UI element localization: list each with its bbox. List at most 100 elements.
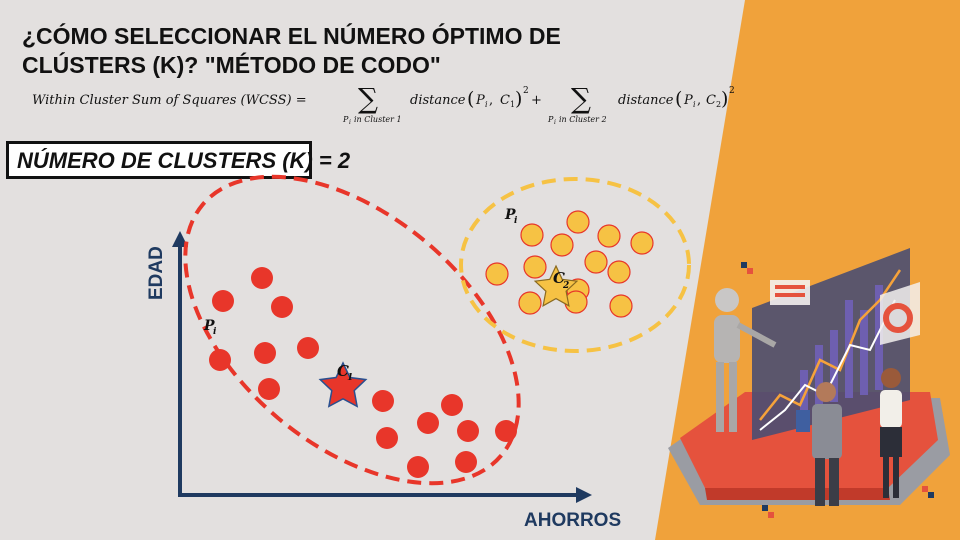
- paren-close-1: ): [515, 88, 522, 110]
- cluster-2-point: [607, 260, 631, 284]
- cluster-1-point: [455, 451, 477, 473]
- paren-close-2: ): [721, 88, 728, 110]
- cluster-2-point: [566, 210, 590, 234]
- point-label-cluster-2-sub: i: [514, 216, 518, 226]
- pixel: [741, 262, 747, 268]
- dash-card-line: [775, 293, 805, 297]
- dash-card: [770, 280, 810, 305]
- cluster-1-point: [212, 290, 234, 312]
- cluster-1-point: [271, 296, 293, 318]
- cluster-1-point: [495, 420, 517, 442]
- formula-lhs: Within Cluster Sum of Squares (WCSS) =: [32, 93, 307, 108]
- y-axis-label: EDAD: [146, 246, 167, 300]
- d2-p-sub: i: [693, 100, 696, 109]
- cluster-1-point: [209, 349, 231, 371]
- analyst-man: [796, 382, 842, 506]
- cluster-2-point: [630, 231, 654, 255]
- man-jacket: [812, 404, 842, 459]
- robot-head: [715, 288, 739, 312]
- cluster-1-point: [297, 337, 319, 359]
- cluster-count-label: NÚMERO DE CLUSTERS (K) = 2: [17, 148, 351, 173]
- platform-edge: [705, 488, 890, 500]
- cluster-1-point: [251, 267, 273, 289]
- cluster-1-point: [457, 420, 479, 442]
- x-axis-arrow-icon: [576, 487, 592, 503]
- d1-comma: ,: [489, 93, 493, 108]
- man-leg: [829, 458, 839, 506]
- pixel: [768, 512, 774, 518]
- robot-arm: [736, 322, 777, 348]
- dash-bar: [860, 310, 868, 395]
- woman-leg: [893, 456, 899, 498]
- cluster-1-point: [372, 390, 394, 412]
- man-leg: [815, 458, 825, 506]
- cluster-1-boundary: [183, 174, 521, 486]
- pixel: [747, 268, 753, 274]
- d2-c: C: [706, 93, 716, 108]
- d1-c: C: [500, 93, 510, 108]
- cluster-2-point: [485, 262, 509, 286]
- pixel: [762, 505, 768, 511]
- sum1-p-sub: i: [349, 119, 351, 126]
- cluster-2-point: [584, 250, 608, 274]
- d2-c-sub: 2: [716, 100, 721, 109]
- sum2-p: P: [547, 115, 554, 124]
- sigma-1: ∑: [358, 82, 378, 115]
- d1-c-sub: 1: [510, 100, 515, 109]
- title-line-1: ¿CÓMO SELECCIONAR EL NÚMERO ÓPTIMO DE: [22, 23, 561, 49]
- title-line-2: CLÚSTERS (K)? "MÉTODO DE CODO": [22, 52, 441, 78]
- sum2-p-sub: i: [554, 119, 556, 126]
- platform-top: [680, 392, 938, 488]
- robot-leg: [716, 362, 724, 432]
- robot-figure: [714, 288, 777, 432]
- distance-2: distance: [618, 93, 674, 108]
- woman-skirt: [880, 427, 902, 457]
- pixel: [922, 486, 928, 492]
- robot-leg: [729, 362, 737, 432]
- plus: +: [531, 93, 542, 108]
- d2-comma: ,: [697, 93, 701, 108]
- dash-card-line: [775, 285, 805, 289]
- sum1-p: P: [342, 115, 349, 124]
- cluster-1-point: [441, 394, 463, 416]
- centroid-2-star-icon: [533, 264, 579, 307]
- sum2-under: in Cluster 2: [559, 115, 607, 124]
- cluster-2-boundary: [459, 177, 691, 353]
- cluster-2-point: [523, 255, 547, 279]
- woman-blouse: [880, 390, 902, 428]
- cluster-1-point: [376, 427, 398, 449]
- centroid-1-star-icon: [318, 361, 368, 408]
- cluster-2-point: [518, 291, 542, 315]
- centroid-2-sub: 2: [562, 281, 569, 291]
- man-tablet: [796, 410, 810, 432]
- centroid-2-label: C: [553, 269, 565, 287]
- d1-p: P: [475, 93, 485, 108]
- sigma-2: ∑: [571, 82, 591, 115]
- cluster-1-point: [254, 342, 276, 364]
- wcss-formula: Within Cluster Sum of Squares (WCSS) = ∑…: [32, 82, 735, 126]
- cluster-1-points: [209, 267, 517, 478]
- point-label-cluster-1-sub: i: [213, 327, 217, 337]
- dash-bar: [800, 370, 808, 410]
- cluster-1-point: [407, 456, 429, 478]
- distance-1: distance: [410, 93, 466, 108]
- centroid-1-sub: 1: [347, 373, 353, 383]
- d2-p: P: [683, 93, 693, 108]
- x-axis-label: AHORROS: [524, 510, 621, 531]
- dash-pie-icon: [883, 303, 913, 333]
- pixel-decorations: [741, 262, 934, 518]
- analyst-woman: [880, 368, 902, 498]
- dash-bar: [815, 345, 823, 405]
- y-axis-arrow-icon: [172, 231, 188, 247]
- exp-1: 2: [523, 86, 529, 96]
- paren-open-1: (: [467, 88, 474, 110]
- paren-open-2: (: [675, 88, 682, 110]
- woman-head: [881, 368, 901, 388]
- robot-body: [714, 315, 740, 363]
- cluster-2-points: [485, 210, 654, 318]
- cluster-1-point: [258, 378, 280, 400]
- cluster-2-point: [597, 224, 621, 248]
- cluster-count-box: NÚMERO DE CLUSTERS (K) = 2: [6, 141, 350, 179]
